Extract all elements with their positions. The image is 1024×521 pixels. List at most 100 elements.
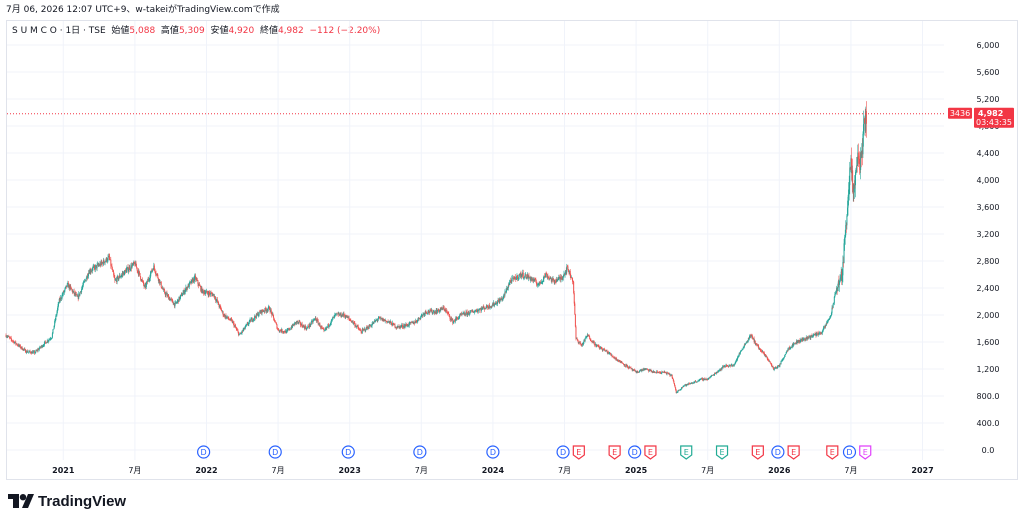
candle-body [66,283,68,287]
dividend-marker[interactable]: D [197,445,211,459]
candle-body [618,360,620,361]
candle-body [208,292,210,296]
candle-body [486,305,488,308]
low-value: 4,920 [228,26,255,36]
candle-body [282,331,284,333]
candle-body [116,279,118,282]
candle-body [525,274,527,279]
candle-body [647,368,649,370]
marker-letter: D [201,448,207,457]
candle-body [138,271,140,275]
candle-body [575,326,577,339]
candle-body [790,347,792,348]
candle-body [711,375,713,376]
candle-body [529,277,531,280]
earnings-marker[interactable]: E [787,445,800,460]
earnings-marker[interactable]: E [572,445,585,460]
candle-body [177,299,179,302]
candle-body [818,332,820,334]
candle-body [23,348,25,350]
x-tick-label: 7月 [272,466,285,475]
candle-body [136,267,138,271]
candle-body [386,321,388,323]
earnings-marker[interactable]: E [826,445,839,460]
candle-body [339,314,341,316]
candle-body [795,340,797,344]
candle-body [498,300,500,303]
dividend-marker[interactable]: D [842,445,857,459]
candle-body [570,277,572,279]
candle-body [374,320,376,322]
candle-body [630,367,632,369]
candle-body [418,317,420,319]
candle-body [840,277,842,279]
candle-body [236,329,238,330]
symbol-info[interactable]: S U M C O · 1日 · TSE [12,26,106,36]
candle-body [164,293,166,295]
candle-body [6,336,8,338]
candle-body [801,339,803,341]
earnings-marker[interactable]: E [715,445,729,460]
candle-body [145,283,147,288]
earnings-marker[interactable]: E [644,445,657,460]
candle-body [503,294,505,296]
candle-body [818,332,820,334]
candle-body [446,311,448,313]
dividend-marker[interactable]: D [771,445,785,459]
candle-body [254,316,256,318]
tradingview-logo[interactable]: TradingView [8,492,126,510]
candle-body [376,319,378,321]
dividend-marker[interactable]: D [628,445,642,459]
candle-body [635,370,637,373]
candle-body [521,274,523,276]
candle-body [15,341,17,344]
dividend-marker[interactable]: D [268,445,282,459]
candle-body [558,277,560,278]
candle-body [214,296,216,298]
candle-body [246,324,248,326]
candle-body [520,273,522,277]
candle-body [223,315,225,316]
candle-body [153,265,155,269]
candle-body [507,284,509,288]
candle-body [494,304,496,306]
candle-body [833,296,835,304]
candle-body [149,278,151,280]
dividend-marker[interactable]: D [486,445,500,459]
candle-body [424,310,426,314]
dividend-marker[interactable]: D [341,445,355,459]
candle-body [803,338,805,340]
dividend-marker[interactable]: D [556,445,570,459]
y-tick-label: 0.0 [982,446,995,455]
candle-body [449,315,451,319]
candle-body [706,379,708,381]
candle-body [296,321,298,323]
candle-body [103,260,105,263]
candle-body [684,384,686,386]
candle-body [401,324,403,328]
earnings-marker[interactable]: E [859,445,872,460]
candle-body [200,286,202,291]
candle-body [737,357,739,358]
candle-body [561,277,563,279]
candle-body [767,359,769,360]
candle-body [268,306,270,308]
candle-body [861,150,863,155]
earnings-marker[interactable]: E [608,445,621,460]
candle-body [549,277,551,279]
candle-body [27,351,29,353]
candle-body [678,389,680,391]
earnings-marker[interactable]: E [680,445,693,460]
dividend-marker[interactable]: D [413,445,427,459]
candle-body [121,274,123,276]
candle-body [118,275,120,278]
candle-body [478,309,480,312]
earnings-marker[interactable]: E [751,445,764,460]
candle-body [353,322,355,324]
candle-body [753,338,755,340]
candle-body [379,317,381,319]
candle-body [189,282,191,283]
candle-body [468,314,470,315]
candle-body [694,381,696,382]
